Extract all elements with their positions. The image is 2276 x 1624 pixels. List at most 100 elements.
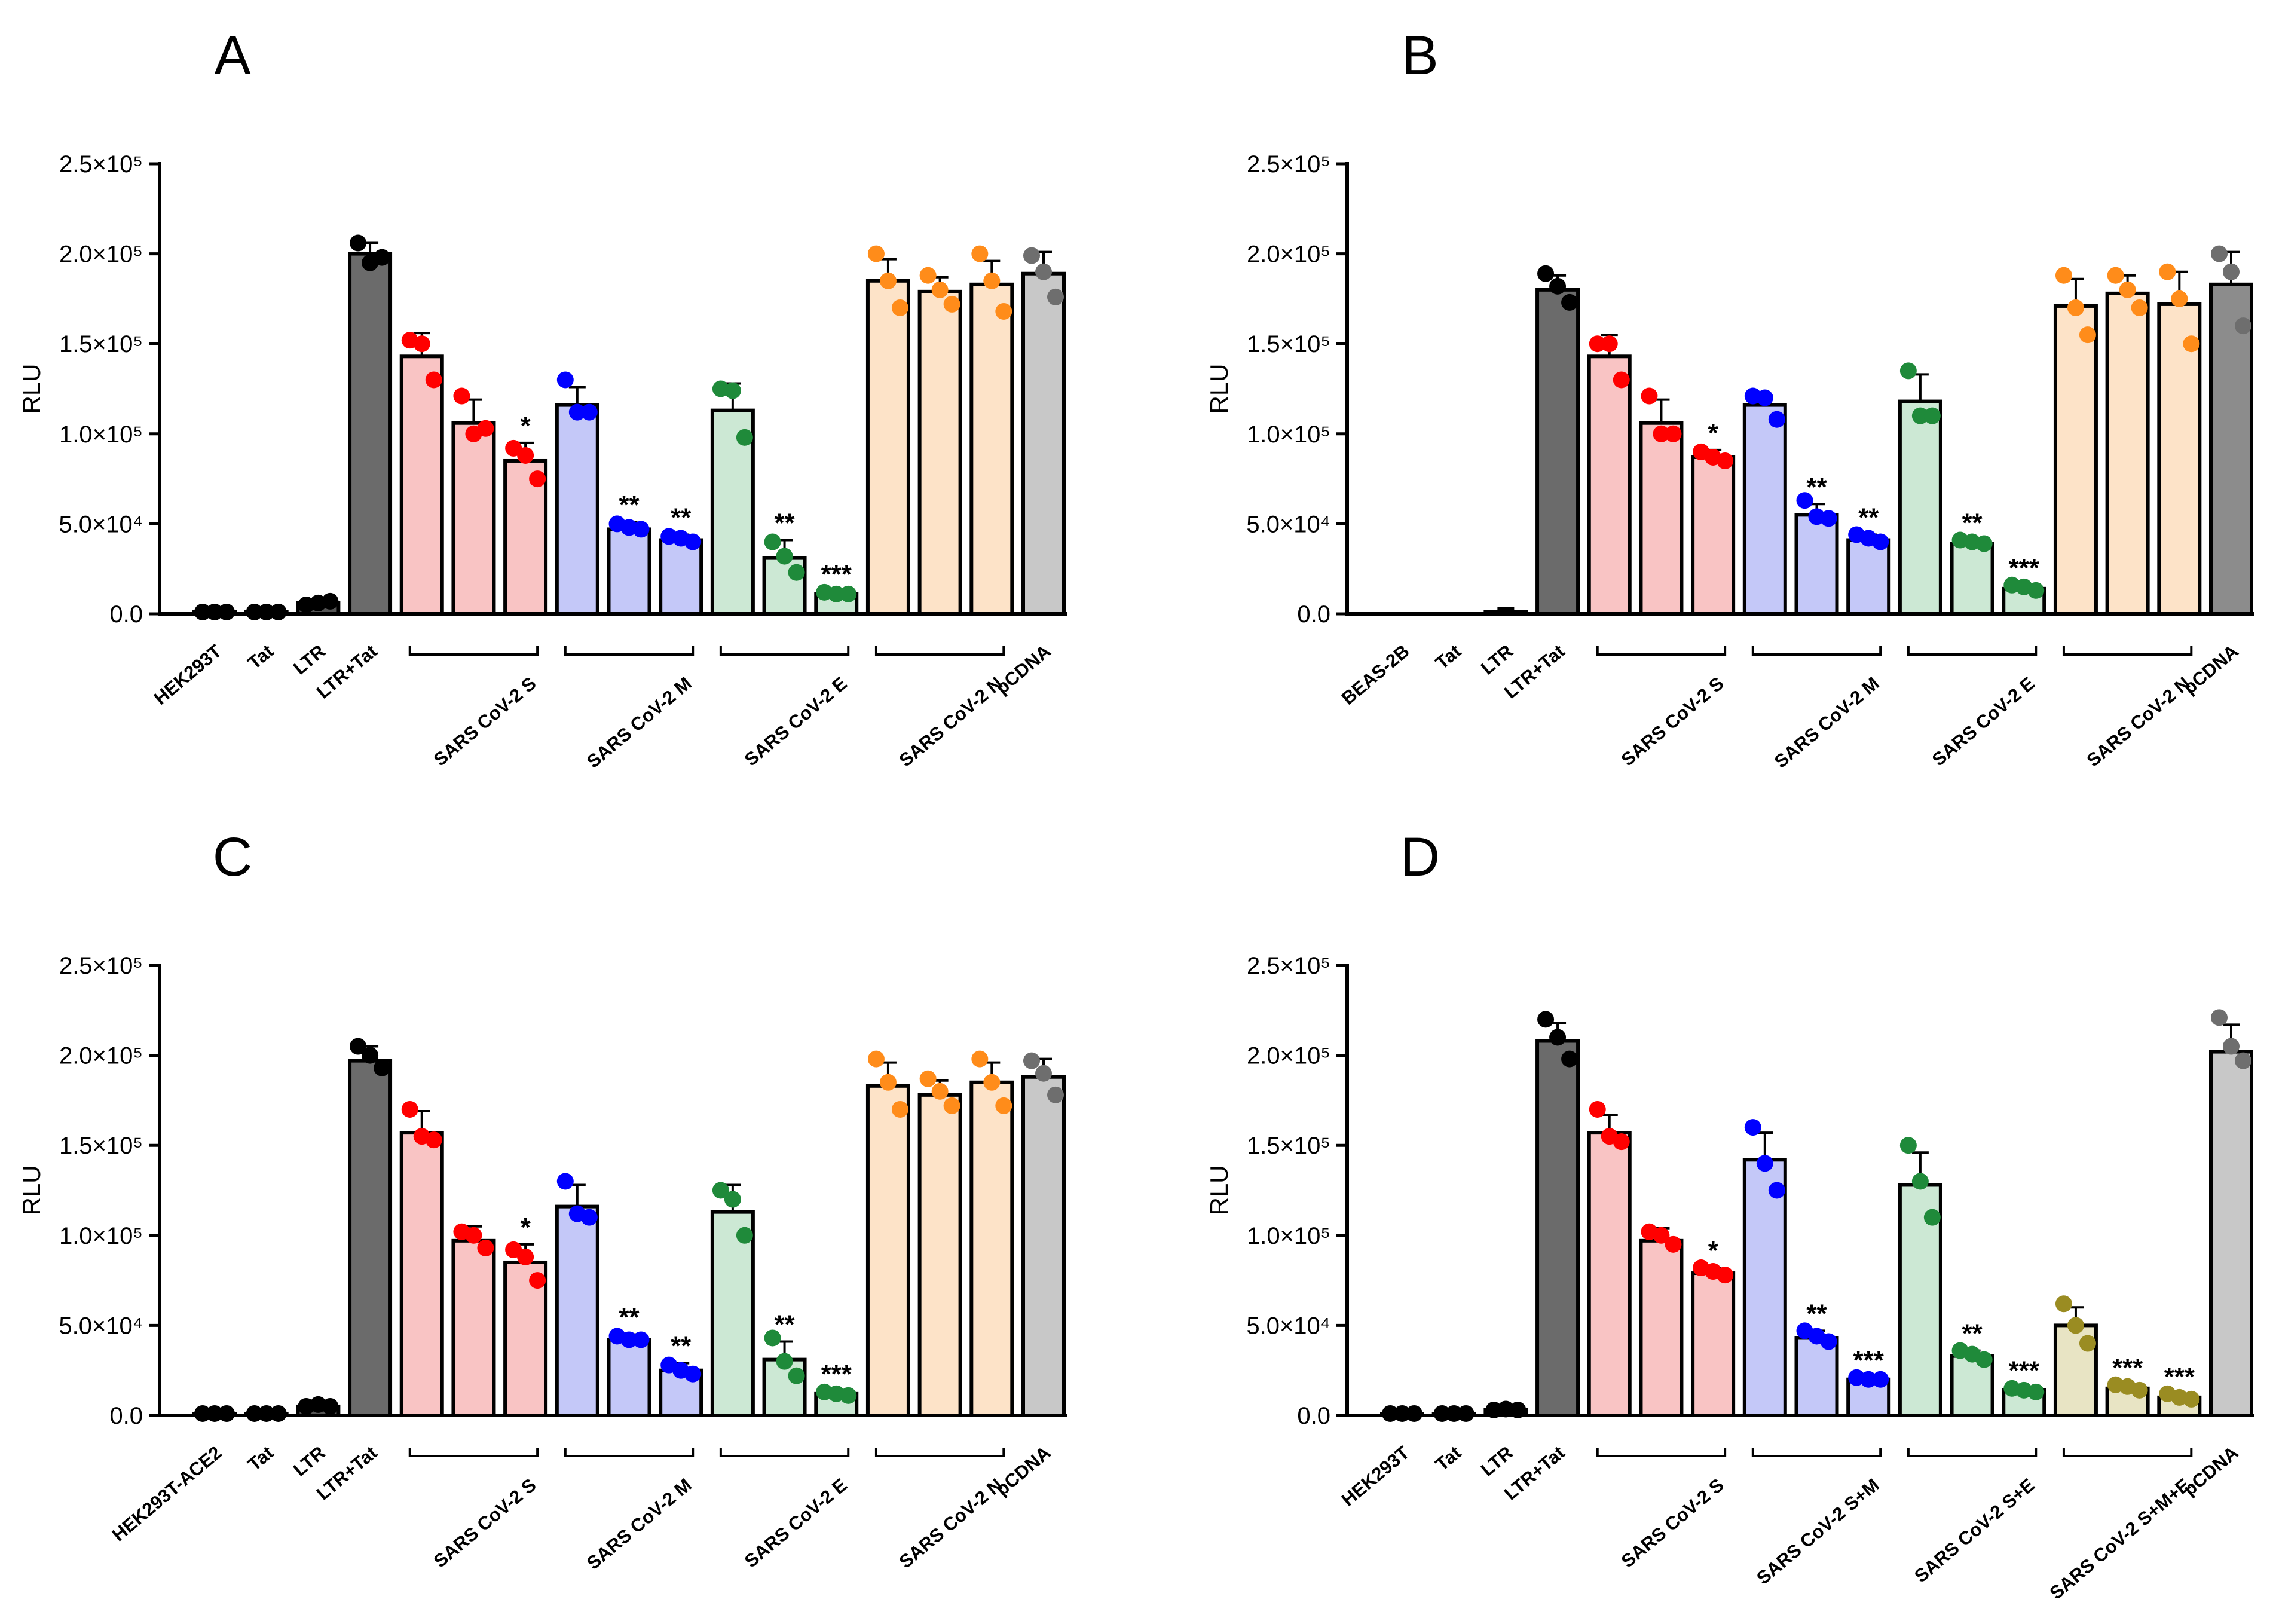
data-point [258,1405,275,1422]
panel: A RLU 0.0 5.0×10⁴ 1.0×10⁵ 1.5×10⁵ 2.0×10⁵ 2.5×1… [17,25,1067,772]
significance: ** [671,503,692,532]
group-label: SARS CoV-2 N [2083,673,2194,771]
group-bracket [1596,1448,1727,1457]
bar [555,1204,599,1418]
y-tick-label: 1.0×10⁵ [1247,421,1330,448]
data-point [477,1239,494,1256]
significance: *** [2009,553,2040,583]
data-point [2079,1335,2096,1352]
x-tick-label: Tat [244,641,277,674]
data-point [931,1082,949,1100]
group-bracket [874,1448,1005,1457]
panel-letter: C [213,827,252,888]
bar [555,403,599,616]
significance: * [1708,418,1719,448]
data-point [1653,425,1670,442]
data-point [1394,1405,1411,1422]
data-point [270,1405,287,1422]
group-label: SARS CoV-2 S [430,673,540,770]
data-point [2107,267,2124,284]
bar [969,282,1014,616]
bar [1587,1131,1632,1417]
data-point [246,603,263,620]
data-point [194,603,211,620]
group-label: SARS CoV-2 S [1617,1475,1728,1572]
data-point [568,403,586,421]
data-point [788,564,805,581]
data-point [1537,1011,1555,1028]
data-point [1601,335,1618,353]
y-tick-label: 0.0 [1297,1403,1330,1429]
bar [1691,455,1736,616]
data-point [1641,387,1658,405]
data-point [1744,1119,1761,1136]
data-point [1820,510,1837,527]
bar [659,538,703,616]
y-tick-label: 2.0×10⁵ [59,1043,143,1069]
data-point [891,299,908,316]
data-point [477,420,494,437]
bar [1587,354,1632,616]
significance: ** [671,1332,692,1361]
data-point [2055,1295,2072,1313]
data-point [322,592,339,610]
x-tick-label: LTR [1477,1442,1517,1481]
data-point [1653,1227,1670,1244]
data-point [2067,299,2084,316]
data-point [879,272,897,289]
bar [1742,1158,1787,1418]
y-tick-label: 1.0×10⁵ [1247,1223,1330,1249]
data-point [401,1100,418,1118]
significance: * [521,411,531,441]
data-point [206,603,223,620]
data-point [362,1047,379,1064]
data-point [425,371,442,389]
bar [1535,288,1580,616]
panel-letter: A [214,25,251,86]
significance: * [521,1213,531,1242]
bar [2209,1050,2253,1418]
data-point [776,1353,793,1370]
x-tick-label: Tat [1431,1442,1465,1475]
data-point [1561,293,1578,311]
significance: *** [821,1359,852,1388]
bar [2105,291,2150,616]
data-point [1549,277,1567,295]
data-point [632,1331,650,1348]
data-point [2131,299,2148,316]
bar [607,527,651,616]
data-point [2211,1009,2228,1026]
data-point [1975,1351,1993,1368]
data-point [1382,1405,1399,1422]
data-point [413,335,430,353]
data-point [919,1070,937,1087]
data-point [736,1227,753,1244]
significance: ** [1806,472,1827,501]
data-point [712,1182,729,1199]
significance: ** [774,1310,795,1339]
bar [1794,1336,1839,1417]
group-label: SARS CoV-2 N [895,1475,1007,1573]
x-tick-label: Tat [1431,641,1465,674]
y-axis-label: RLU [17,1165,45,1215]
x-tick-label: pCDNA [992,641,1055,699]
panel: D RLU 0.0 5.0×10⁴ 1.0×10⁵ 1.5×10⁵ 2.0×10⁵ 2.5×1… [1205,827,2254,1604]
bar [2157,302,2202,616]
data-point [425,1131,442,1149]
significance: ** [619,1302,640,1332]
data-point [1433,1405,1451,1422]
y-tick-label: 0.0 [109,1403,143,1429]
data-point [632,521,650,538]
bar [917,1093,962,1417]
y-tick-label: 1.5×10⁵ [59,331,143,357]
bar [348,252,393,616]
group-label: SARS CoV-2 M [583,673,696,772]
data-point [1047,1086,1064,1103]
data-point [1911,1173,1929,1190]
data-point [943,295,960,313]
data-point [840,585,857,602]
significance: * [1708,1236,1719,1265]
data-point [995,1097,1012,1114]
group-label: SARS CoV-2 M [583,1475,696,1574]
data-point [1613,371,1630,389]
